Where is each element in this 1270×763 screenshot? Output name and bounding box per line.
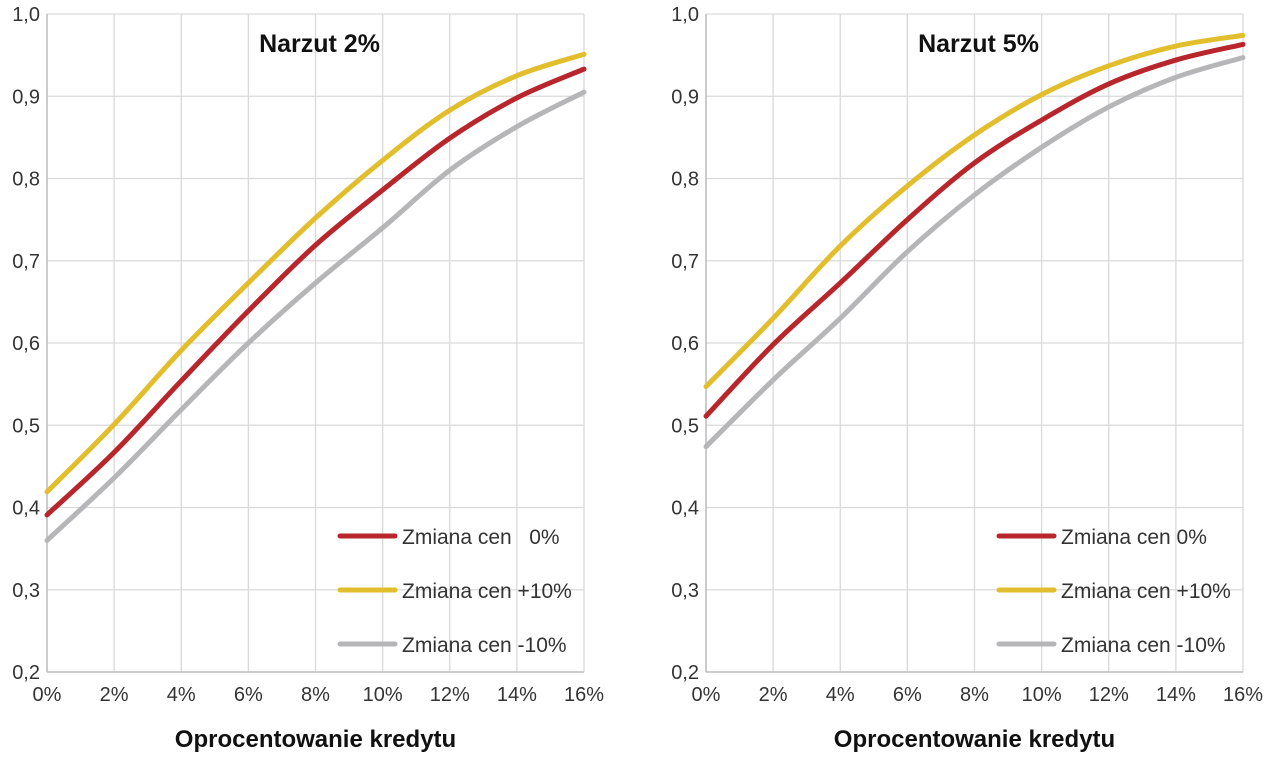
x-tick-label: 16% <box>564 684 604 706</box>
legend-label: Zmiana cen -10% <box>1061 634 1226 657</box>
y-tick-label: 0,4 <box>12 498 40 520</box>
series-line-3 <box>44 89 587 543</box>
x-tick-label: 10% <box>363 684 403 706</box>
chart-panel-2: 0,2 0,3 0,4 0,5 0,6 0,7 0,8 0,9 1,0 0% 2% 4% 6% 8% 10%… <box>671 4 1263 753</box>
x-tick-label: 2% <box>759 684 788 706</box>
x-axis-title: Oprocentowanie kredytu <box>834 726 1115 753</box>
x-tick-label: 2% <box>100 684 129 706</box>
y-tick-label: 1,0 <box>671 4 699 26</box>
y-tick-label: 0,5 <box>12 415 40 437</box>
y-tick-label: 0,2 <box>671 662 699 684</box>
y-tick-label: 0,3 <box>671 580 699 602</box>
x-axis-title: Oprocentowanie kredytu <box>175 726 456 753</box>
x-tick-label: 14% <box>1156 684 1196 706</box>
chart-title: Narzut 2% <box>259 30 380 58</box>
y-tick-label: 0,5 <box>671 415 699 437</box>
x-tick-label: 0% <box>33 684 62 706</box>
x-tick-label: 16% <box>1223 684 1263 706</box>
legend-label: Zmiana cen 0% <box>1061 526 1207 549</box>
y-tick-label: 0,6 <box>671 333 699 355</box>
y-tick-label: 0,4 <box>671 498 699 520</box>
series-line-2 <box>44 51 587 495</box>
series-line-3 <box>703 55 1246 450</box>
x-tick-label: 6% <box>893 684 922 706</box>
x-tick-label: 10% <box>1022 684 1062 706</box>
legend-label: Zmiana cen 0% <box>402 526 560 549</box>
y-tick-label: 0,6 <box>12 333 40 355</box>
chart-panel-1: 0,2 0,3 0,4 0,5 0,6 0,7 0,8 0,9 1,0 0% 2% 4% 6% 8% 10%… <box>12 4 604 753</box>
series-line-1 <box>703 41 1246 419</box>
series-line-1 <box>44 66 587 518</box>
x-tick-label: 6% <box>234 684 263 706</box>
y-tick-label: 1,0 <box>12 4 40 26</box>
x-tick-label: 8% <box>960 684 989 706</box>
y-tick-label: 0,9 <box>12 86 40 108</box>
x-tick-label: 12% <box>1089 684 1129 706</box>
legend-label: Zmiana cen -10% <box>402 634 567 657</box>
y-tick-label: 0,2 <box>12 662 40 684</box>
y-tick-label: 0,3 <box>12 580 40 602</box>
legend-label: Zmiana cen +10% <box>1061 580 1231 603</box>
legend-label: Zmiana cen +10% <box>402 580 572 603</box>
y-tick-label: 0,7 <box>671 251 699 273</box>
x-tick-label: 0% <box>692 684 721 706</box>
y-tick-label: 0,9 <box>671 86 699 108</box>
x-tick-label: 4% <box>826 684 855 706</box>
series-line-2 <box>703 32 1246 390</box>
x-tick-label: 4% <box>167 684 196 706</box>
chart-title: Narzut 5% <box>918 30 1039 58</box>
y-tick-label: 0,8 <box>671 169 699 191</box>
y-tick-label: 0,7 <box>12 251 40 273</box>
x-tick-label: 8% <box>301 684 330 706</box>
y-tick-label: 0,8 <box>12 169 40 191</box>
x-tick-label: 14% <box>497 684 537 706</box>
x-tick-label: 12% <box>430 684 470 706</box>
